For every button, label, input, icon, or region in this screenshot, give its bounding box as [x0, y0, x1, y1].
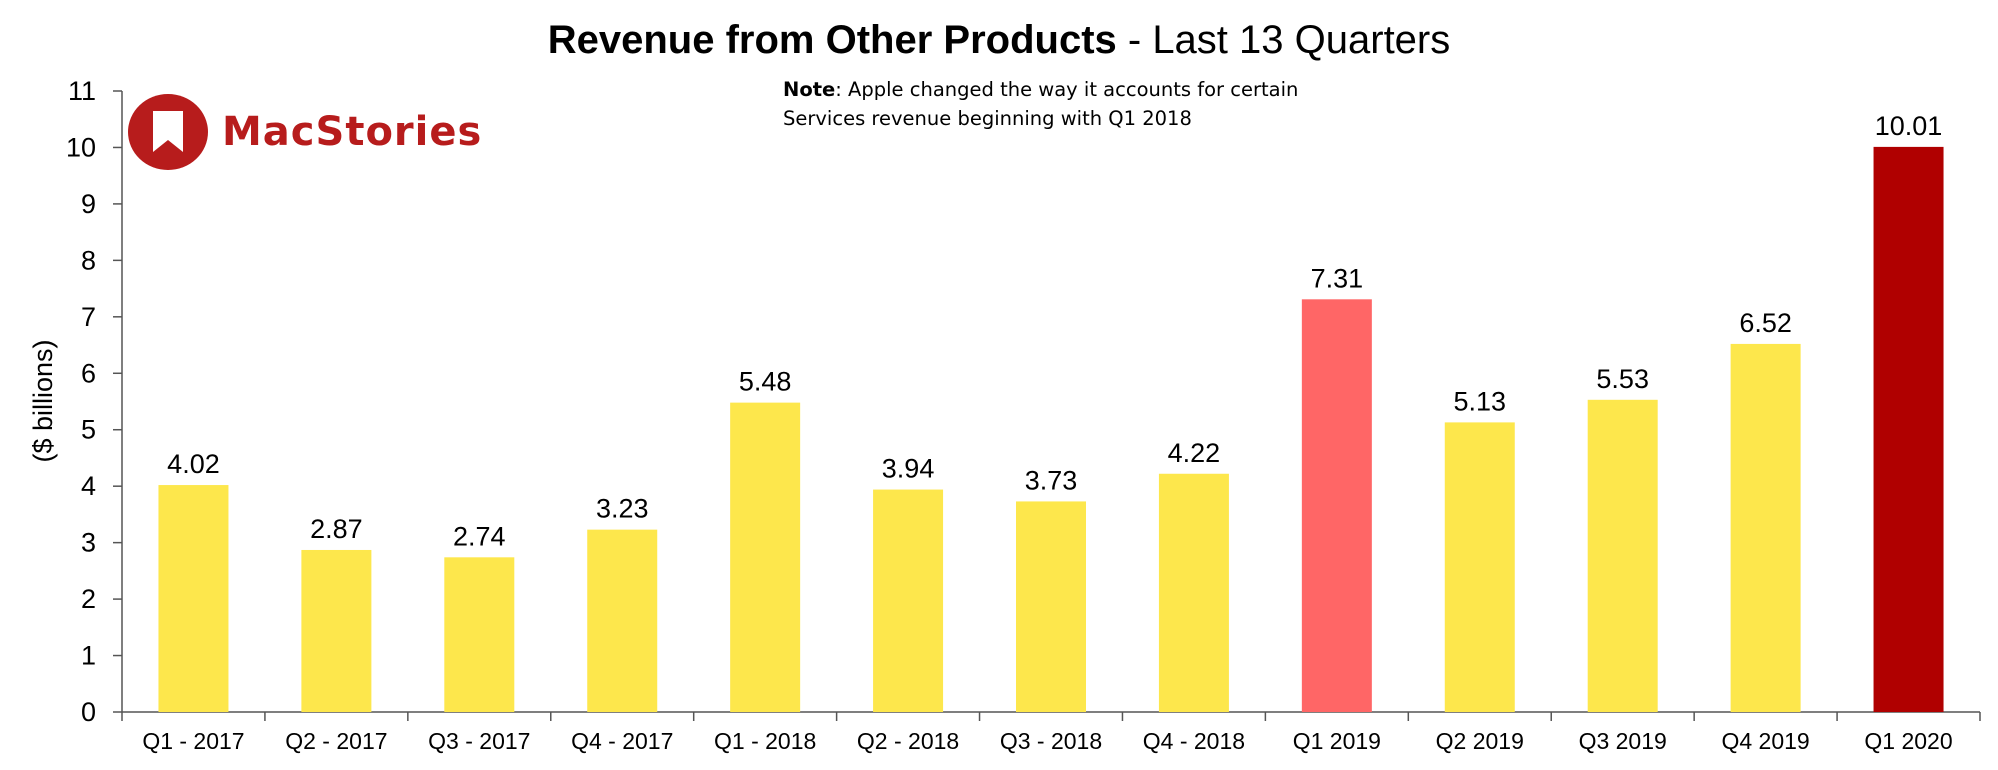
- data-labels: 4.02 2.87 2.74 3.23 5.48 3.94 3.73 4.22 7.31 5.13…: [167, 111, 1942, 551]
- bar: [1587, 399, 1658, 712]
- x-tick-label: Q1 - 2018: [714, 728, 816, 754]
- y-tick-label: 5: [81, 415, 96, 445]
- data-label: 4.02: [167, 449, 220, 479]
- bar: [1730, 343, 1801, 712]
- y-tick-label: 1: [81, 641, 96, 671]
- y-tick-label: 9: [81, 189, 96, 219]
- data-label: 4.22: [1168, 438, 1221, 468]
- bar: [1158, 473, 1229, 712]
- chart-title: Revenue from Other Products - Last 13 Qu…: [548, 18, 1451, 62]
- y-tick-label: 4: [81, 471, 96, 501]
- x-tick-label: Q4 - 2017: [571, 728, 673, 754]
- y-tick-label: 7: [81, 302, 96, 332]
- bar: [301, 549, 372, 712]
- data-label: 2.74: [453, 521, 506, 551]
- bar: [1301, 299, 1372, 712]
- data-label: 3.73: [1025, 465, 1078, 495]
- x-tick-label: Q2 - 2018: [857, 728, 959, 754]
- data-label: 5.48: [739, 367, 792, 397]
- bars: [158, 146, 1944, 712]
- x-tick-label: Q4 2019: [1721, 728, 1809, 754]
- data-label: 7.31: [1311, 263, 1364, 293]
- y-tick-label: 10: [66, 132, 96, 162]
- x-axis: Q1 - 2017 Q2 - 2017 Q3 - 2017 Q4 - 2017 Q1 -…: [121, 711, 1981, 754]
- y-tick-label: 11: [68, 76, 96, 106]
- data-label: 2.87: [310, 514, 363, 544]
- bar: [587, 529, 658, 712]
- bar: [730, 402, 801, 712]
- x-tick-label: Q3 - 2017: [428, 728, 530, 754]
- bar: [158, 485, 229, 712]
- data-label: 6.52: [1739, 308, 1792, 338]
- x-tick-label: Q1 2020: [1864, 728, 1952, 754]
- chart-note: Note: Apple changed the way it accounts …: [783, 75, 1303, 133]
- bookmark-icon: [128, 94, 208, 170]
- bar: [873, 489, 944, 712]
- chart-title-bold: Revenue from Other Products: [548, 18, 1117, 62]
- y-tick-label: 6: [81, 358, 96, 388]
- y-axis-label: ($ billions): [28, 339, 58, 462]
- bar: [1016, 501, 1086, 712]
- note-label: Note: [783, 78, 836, 101]
- logo-text: MacStories: [222, 109, 483, 155]
- y-tick-label: 2: [81, 584, 96, 614]
- x-tick-label: Q2 2019: [1436, 728, 1524, 754]
- data-label: 3.23: [596, 494, 649, 524]
- x-tick-label: Q3 2019: [1579, 728, 1667, 754]
- data-label: 3.94: [882, 454, 935, 484]
- note-text: : Apple changed the way it accounts for …: [783, 78, 1299, 130]
- x-tick-label: Q1 2019: [1293, 728, 1381, 754]
- data-label: 5.13: [1453, 386, 1506, 416]
- x-tick-label: Q2 - 2017: [285, 728, 387, 754]
- data-label: 10.01: [1875, 111, 1943, 141]
- x-tick-label: Q1 - 2017: [142, 728, 244, 754]
- y-tick-label: 3: [81, 528, 96, 558]
- bar: [1444, 422, 1515, 712]
- y-tick-label: 8: [81, 245, 96, 275]
- x-tick-label: Q4 - 2018: [1143, 728, 1245, 754]
- data-label: 5.53: [1596, 364, 1649, 394]
- y-axis: 0 1 2 3 4 5 6 7 8 9 10 11: [66, 76, 123, 727]
- x-tick-label: Q3 - 2018: [1000, 728, 1102, 754]
- macstories-logo: MacStories: [128, 94, 482, 170]
- bar: [444, 557, 515, 712]
- chart-title-rest: - Last 13 Quarters: [1117, 18, 1450, 62]
- y-tick-label: 0: [81, 697, 96, 727]
- bar: [1873, 146, 1944, 712]
